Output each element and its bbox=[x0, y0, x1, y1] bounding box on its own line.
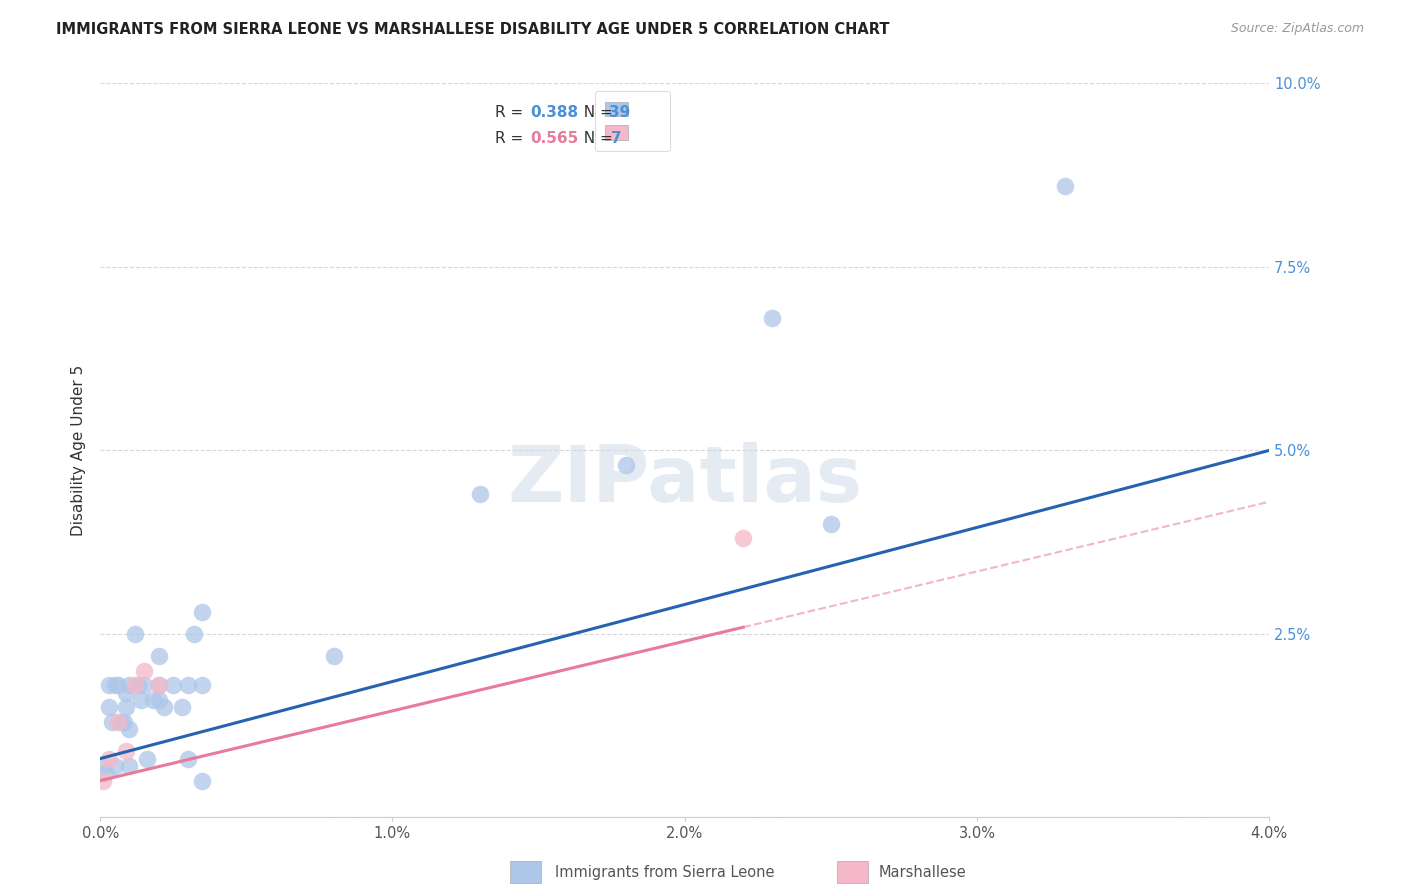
Point bbox=[115, 744, 138, 758]
Point bbox=[127, 678, 149, 692]
Point bbox=[1053, 179, 1076, 194]
Legend:      ,      : , bbox=[595, 91, 669, 151]
Text: IMMIGRANTS FROM SIERRA LEONE VS MARSHALLESE DISABILITY AGE UNDER 5 CORRELATION C: IMMIGRANTS FROM SIERRA LEONE VS MARSHALL… bbox=[56, 22, 890, 37]
Point bbox=[97, 678, 120, 692]
Text: 7: 7 bbox=[612, 131, 621, 146]
Point bbox=[323, 648, 346, 663]
Point bbox=[148, 648, 170, 663]
Point bbox=[761, 311, 783, 326]
Point bbox=[614, 458, 637, 472]
Point bbox=[135, 751, 157, 765]
Point bbox=[91, 759, 114, 773]
Text: Source: ZipAtlas.com: Source: ZipAtlas.com bbox=[1230, 22, 1364, 36]
Point bbox=[94, 766, 117, 780]
Text: 0.565: 0.565 bbox=[530, 131, 579, 146]
Point bbox=[124, 678, 146, 692]
Point bbox=[148, 678, 170, 692]
Point bbox=[183, 627, 205, 641]
Text: Immigrants from Sierra Leone: Immigrants from Sierra Leone bbox=[555, 865, 775, 880]
Point bbox=[177, 678, 200, 692]
Point bbox=[148, 693, 170, 707]
Point bbox=[118, 759, 141, 773]
Point bbox=[112, 714, 135, 729]
Point bbox=[733, 532, 755, 546]
Point bbox=[115, 685, 138, 699]
Text: ZIPatlas: ZIPatlas bbox=[508, 442, 862, 517]
Text: N =: N = bbox=[574, 131, 617, 146]
Point bbox=[170, 700, 193, 714]
Text: R =: R = bbox=[495, 131, 529, 146]
Point bbox=[162, 678, 184, 692]
Point bbox=[132, 678, 155, 692]
Text: Marshallese: Marshallese bbox=[879, 865, 966, 880]
Point bbox=[110, 714, 132, 729]
Point bbox=[104, 759, 127, 773]
Point bbox=[177, 751, 200, 765]
Point bbox=[153, 700, 176, 714]
Point bbox=[107, 714, 129, 729]
Point bbox=[191, 773, 214, 788]
Y-axis label: Disability Age Under 5: Disability Age Under 5 bbox=[72, 365, 86, 536]
Point bbox=[101, 714, 124, 729]
Text: 0.388: 0.388 bbox=[530, 105, 578, 120]
Point bbox=[148, 678, 170, 692]
Point bbox=[191, 678, 214, 692]
Point bbox=[191, 605, 214, 619]
Point bbox=[132, 664, 155, 678]
Point bbox=[468, 487, 491, 501]
Point bbox=[104, 678, 127, 692]
Point bbox=[118, 678, 141, 692]
Point bbox=[97, 700, 120, 714]
Point bbox=[118, 723, 141, 737]
Point bbox=[107, 678, 129, 692]
Point bbox=[97, 751, 120, 765]
Point bbox=[91, 773, 114, 788]
Point bbox=[115, 700, 138, 714]
Text: 39: 39 bbox=[609, 105, 630, 120]
Point bbox=[142, 693, 165, 707]
Text: N =: N = bbox=[574, 105, 617, 120]
Point bbox=[124, 627, 146, 641]
Text: R =: R = bbox=[495, 105, 529, 120]
Point bbox=[820, 516, 842, 531]
Point bbox=[129, 693, 152, 707]
